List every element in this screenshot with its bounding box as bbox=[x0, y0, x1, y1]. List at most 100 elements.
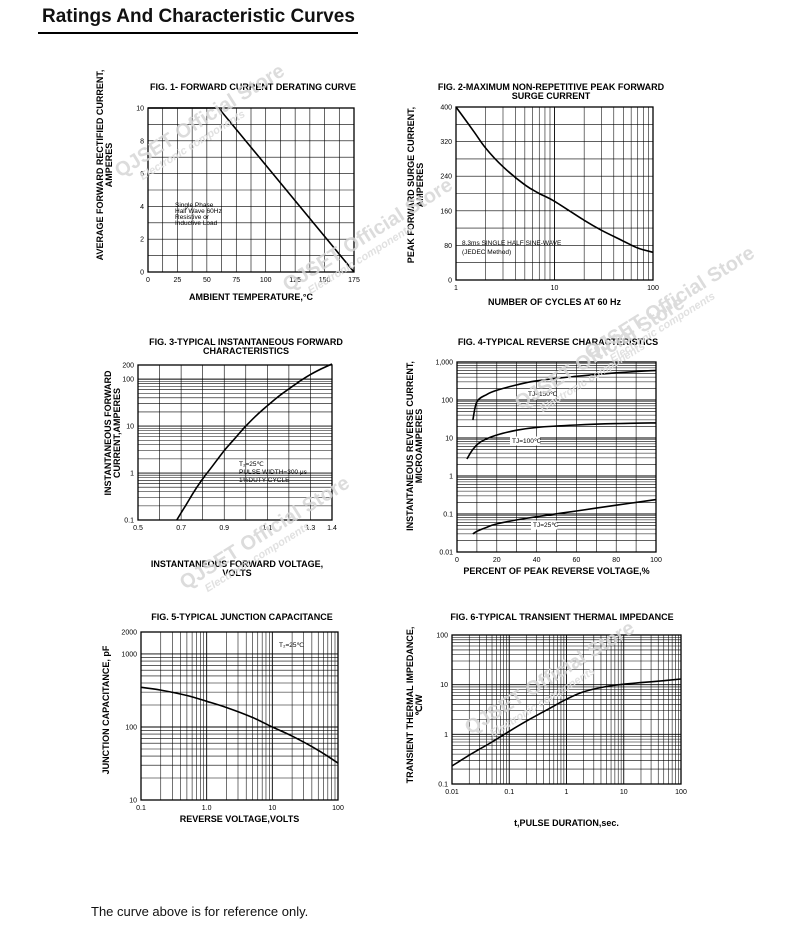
fig1-x-axis-label: AMBIENT TEMPERATURE,°C bbox=[189, 292, 313, 302]
fig5-annotation: T₂=25℃ bbox=[279, 642, 305, 649]
fig1-x-tick-label: 175 bbox=[348, 277, 360, 284]
fig1-y-tick-label: 8 bbox=[140, 138, 144, 145]
fig2-y-axis-label-line-1: PEAK FORWARD SURGE CURRENT, bbox=[406, 107, 416, 263]
fig4-series-label-1: TJ=150℃ bbox=[528, 391, 558, 398]
fig6-y-tick-label: 1 bbox=[444, 732, 448, 739]
fig4-x-tick-label: 0 bbox=[455, 557, 459, 564]
fig5-x-tick-label: 10 bbox=[268, 805, 276, 812]
fig3-x-axis-label-line-2: VOLTS bbox=[222, 568, 251, 578]
fig1-annotation: Half Wave 60Hz bbox=[175, 208, 222, 215]
fig3-x-tick-label: 1.1 bbox=[262, 525, 272, 532]
fig4-x-tick-label: 40 bbox=[533, 557, 541, 564]
fig1-x-tick-label: 150 bbox=[319, 277, 331, 284]
fig3-grid bbox=[137, 364, 333, 521]
fig4-x-tick-label: 20 bbox=[493, 557, 501, 564]
fig5-x-tick-label: 100 bbox=[332, 805, 344, 812]
fig4-x-tick-label: 100 bbox=[650, 557, 662, 564]
fig1-y-axis-label-line-1: AVERAGE FORWARD RECTIFIED CURRENT, bbox=[95, 70, 105, 261]
fig3-annotation: T₂=25℃ bbox=[239, 461, 265, 468]
fig4-series-line-1 bbox=[472, 369, 657, 421]
fig4-chart: 0 20 40 60 80 100 0.01 0.1 1 10 100 1,000 FIG. 4-TYP… bbox=[405, 337, 662, 576]
fig2-y-tick-label: 240 bbox=[440, 174, 452, 181]
fig6-x-tick-label: 0.01 bbox=[445, 789, 459, 796]
fig3-x-tick-label: 0.9 bbox=[219, 525, 229, 532]
fig1-series-line-1 bbox=[148, 107, 355, 273]
fig2-y-axis-label-line-2: AMPERES bbox=[415, 163, 425, 208]
fig2-x-axis-label: NUMBER OF CYCLES AT 60 Hz bbox=[488, 297, 622, 307]
fig4-series-label-3: TJ=25℃ bbox=[533, 522, 559, 529]
fig1-x-tick-label: 100 bbox=[260, 277, 272, 284]
fig2-y-tick-label: 0 bbox=[448, 278, 452, 285]
fig2-x-tick-label: 1 bbox=[454, 285, 458, 292]
fig5-series-line-1 bbox=[140, 686, 339, 764]
fig2-y-tick-label: 160 bbox=[440, 208, 452, 215]
fig4-frame bbox=[456, 361, 657, 553]
fig3-title-line-1: FIG. 3-TYPICAL INSTANTANEOUS FORWARD bbox=[149, 337, 343, 347]
fig5-y-axis-label-line-1: JUNCTION CAPACITANCE, pF bbox=[101, 645, 111, 774]
fig6-y-axis-label-line-1: TRANSIENT THERMAL IMPEDANCE, bbox=[405, 627, 415, 784]
fig6-title: FIG. 6-TYPICAL TRANSIENT THERMAL IMPEDAN… bbox=[450, 612, 673, 622]
fig6-y-tick-label: 0.1 bbox=[438, 782, 448, 789]
fig4-y-tick-label: 10 bbox=[445, 436, 453, 443]
fig3-x-tick-label: 1.3 bbox=[306, 525, 316, 532]
fig1-chart: 0 25 50 75 100 125 150 175 0 2 4 6 8 10 FIG. 1- FORWAR… bbox=[95, 70, 360, 302]
fig6-x-tick-label: 1 bbox=[565, 789, 569, 796]
fig4-y-tick-label: 0.1 bbox=[443, 512, 453, 519]
fig2-title-line-1: FIG. 2-MAXIMUM NON-REPETITIVE PEAK FORWA… bbox=[438, 82, 665, 92]
fig3-y-tick-label: 100 bbox=[122, 377, 134, 384]
fig6-series-line-1 bbox=[451, 678, 682, 767]
fig3-y-axis-label-line-1: INSTANTANEOUS FORWARD bbox=[103, 370, 113, 495]
fig4-y-axis-label-line-2: MICROAMPERES bbox=[414, 409, 424, 484]
fig5-frame bbox=[140, 631, 339, 801]
fig4-y-tick-label: 100 bbox=[441, 398, 453, 405]
fig1-y-tick-label: 4 bbox=[140, 204, 144, 211]
fig1-annotation: Inductive Load bbox=[175, 220, 218, 227]
footnote: The curve above is for reference only. bbox=[91, 904, 309, 919]
fig1-x-tick-label: 25 bbox=[174, 277, 182, 284]
fig6-y-axis-label-line-2: ℃/W bbox=[414, 694, 424, 716]
fig5-x-axis-label: REVERSE VOLTAGE,VOLTS bbox=[180, 814, 300, 824]
fig1-frame bbox=[147, 107, 355, 273]
fig2-y-tick-label: 400 bbox=[440, 105, 452, 112]
fig3-y-tick-label: 0.1 bbox=[124, 518, 134, 525]
fig6-x-tick-label: 10 bbox=[620, 789, 628, 796]
fig3-x-tick-label: 0.5 bbox=[133, 525, 143, 532]
fig4-series-label-2: TJ=100℃ bbox=[512, 438, 542, 445]
fig3-x-tick-label: 0.7 bbox=[176, 525, 186, 532]
fig4-x-tick-label: 60 bbox=[573, 557, 581, 564]
fig3-x-tick-label: 1.4 bbox=[327, 525, 337, 532]
fig4-y-tick-label: 1,000 bbox=[435, 360, 453, 367]
fig3-y-tick-label: 200 bbox=[122, 363, 134, 370]
fig5-y-tick-label: 100 bbox=[125, 724, 137, 731]
fig1-x-tick-label: 75 bbox=[232, 277, 240, 284]
fig1-x-tick-label: 50 bbox=[203, 277, 211, 284]
page-title: Ratings And Characteristic Curves bbox=[42, 6, 355, 27]
fig1-y-tick-label: 0 bbox=[140, 270, 144, 277]
fig6-x-tick-label: 0.1 bbox=[504, 789, 514, 796]
fig1-y-tick-label: 10 bbox=[136, 106, 144, 113]
fig3-annotation: 1%DUTY CYCLE bbox=[239, 477, 290, 484]
watermark-text: QJSET Official Store bbox=[279, 174, 457, 296]
fig1-annotation: Resistive or bbox=[175, 214, 210, 221]
fig2-chart: 1 10 100 0 80 160 240 320 400 FIG. 2-MAXIMUM NON-… bbox=[406, 82, 665, 307]
fig4-x-tick-label: 80 bbox=[612, 557, 620, 564]
fig5-x-tick-label: 0.1 bbox=[136, 805, 146, 812]
fig3-chart: 0.5 0.7 0.9 1.1 1.3 1.4 0.1 1 10 100 200 FIG. 3-TYP… bbox=[103, 337, 343, 578]
fig4-series-label-bg bbox=[526, 389, 556, 399]
fig2-x-tick-label: 10 bbox=[551, 285, 559, 292]
fig4-y-tick-label: 0.01 bbox=[439, 550, 453, 557]
fig3-frame bbox=[137, 364, 333, 521]
fig5-x-tick-label: 1.0 bbox=[202, 805, 212, 812]
fig1-title: FIG. 1- FORWARD CURRENT DERATING CURVE bbox=[150, 82, 356, 92]
fig3-y-tick-label: 1 bbox=[130, 471, 134, 478]
fig2-annotation: 8.3ms SINGLE HALF SINE-WAVE bbox=[462, 240, 562, 247]
fig5-y-tick-label: 2000 bbox=[121, 630, 137, 637]
fig3-title-line-2: CHARACTERISTICS bbox=[203, 346, 289, 356]
fig3-y-tick-label: 10 bbox=[126, 424, 134, 431]
fig1-y-axis-label-line-2: AMPERES bbox=[104, 143, 114, 188]
fig6-y-tick-label: 100 bbox=[436, 633, 448, 640]
fig4-x-axis-label: PERCENT OF PEAK REVERSE VOLTAGE,% bbox=[463, 566, 649, 576]
fig6-frame bbox=[451, 634, 682, 785]
fig4-series-label-bg bbox=[531, 520, 558, 530]
